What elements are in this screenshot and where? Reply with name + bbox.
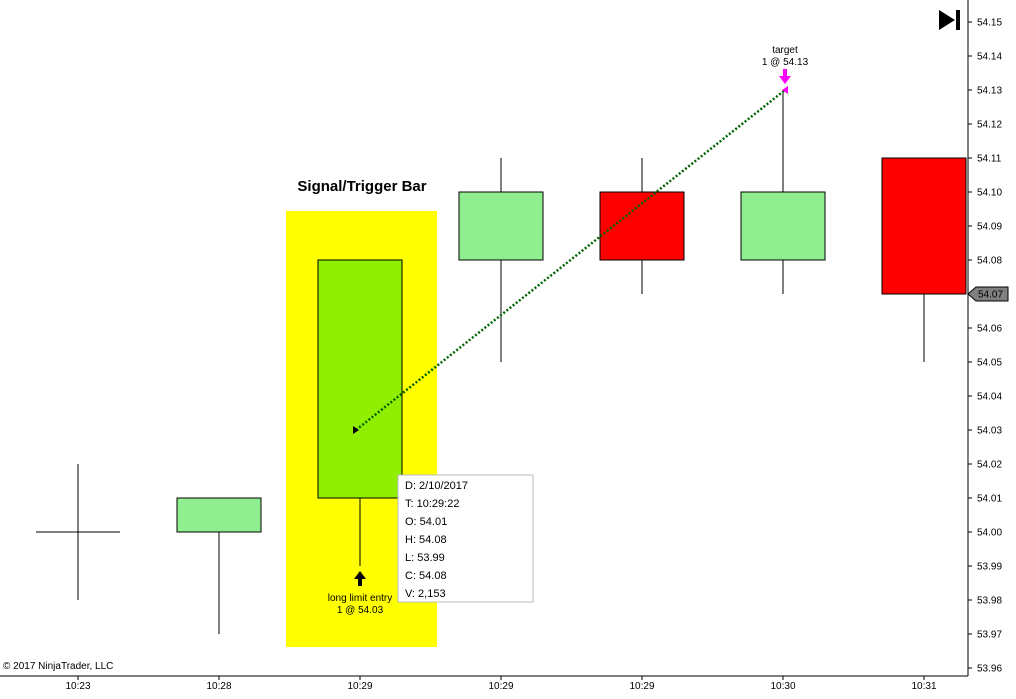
tooltip-line: V: 2,153 (405, 588, 446, 600)
x-tick-label: 10:31 (911, 681, 936, 692)
x-tick-label: 10:29 (488, 681, 513, 692)
tooltip-line: T: 10:29:22 (405, 498, 459, 510)
y-tick-label: 53.96 (977, 664, 1002, 675)
y-tick-label: 53.97 (977, 630, 1002, 641)
current-price-marker (967, 286, 1009, 302)
candle-body (176, 497, 262, 533)
y-tick-label: 54.15 (977, 18, 1002, 29)
tooltip-line: D: 2/10/2017 (405, 480, 468, 492)
y-tick-label: 54.14 (977, 52, 1002, 63)
y-tick-label: 54.01 (977, 494, 1002, 505)
entry-detail: 1 @ 54.03 (337, 605, 384, 616)
y-tick-label: 54.02 (977, 460, 1002, 471)
candle-body (458, 191, 544, 261)
tooltip-line: H: 54.08 (405, 534, 447, 546)
y-tick-label: 54.05 (977, 358, 1002, 369)
y-tick-label: 54.00 (977, 528, 1002, 539)
candle-0 (36, 464, 120, 600)
tooltip-line: L: 53.99 (405, 552, 445, 564)
y-tick-label: 54.09 (977, 222, 1002, 233)
x-tick-label: 10:30 (770, 681, 795, 692)
y-tick-label: 54.08 (977, 256, 1002, 267)
entry-arrow-icon (354, 571, 366, 586)
play-to-end-icon[interactable] (939, 10, 960, 30)
candle-5 (740, 90, 826, 294)
tooltip-line: C: 54.08 (405, 570, 447, 582)
y-tick-label: 54.11 (977, 154, 1002, 165)
exit-fill-marker (782, 86, 788, 94)
y-tick-label: 54.04 (977, 392, 1002, 403)
x-tick-label: 10:28 (206, 681, 231, 692)
x-tick-label: 10:29 (347, 681, 372, 692)
candle-body (740, 191, 826, 261)
y-tick-label: 54.12 (977, 120, 1002, 131)
candle-6 (881, 157, 967, 362)
x-tick-label: 10:29 (629, 681, 654, 692)
candle-body (317, 259, 403, 499)
candle-3 (458, 158, 544, 362)
y-tick-label: 54.10 (977, 188, 1002, 199)
entry-fill-marker (353, 426, 359, 434)
copyright-text: © 2017 NinjaTrader, LLC (3, 661, 113, 672)
candle-2 (317, 259, 403, 566)
tooltip-line: O: 54.01 (405, 516, 447, 528)
x-tick-label: 10:23 (65, 681, 90, 692)
exit-detail: 1 @ 54.13 (762, 57, 809, 68)
exit-label: target (772, 45, 798, 56)
data-box: D: 2/10/2017 T: 10:29:22 O: 54.01 H: 54.08 L… (397, 474, 534, 603)
y-tick-label: 54.06 (977, 324, 1002, 335)
candle-body (881, 157, 967, 295)
y-tick-label: 54.13 (977, 86, 1002, 97)
chart-title: Signal/Trigger Bar (297, 178, 426, 195)
candle-1 (176, 497, 262, 634)
entry-label: long limit entry (328, 593, 392, 604)
y-tick-label: 53.99 (977, 562, 1002, 573)
trade-connector-line (355, 89, 786, 431)
current-price-label: 54.07 (978, 290, 1003, 301)
candle-4 (599, 158, 685, 294)
y-tick-label: 54.03 (977, 426, 1002, 437)
exit-arrow-icon (779, 69, 791, 84)
y-tick-label: 53.98 (977, 596, 1002, 607)
